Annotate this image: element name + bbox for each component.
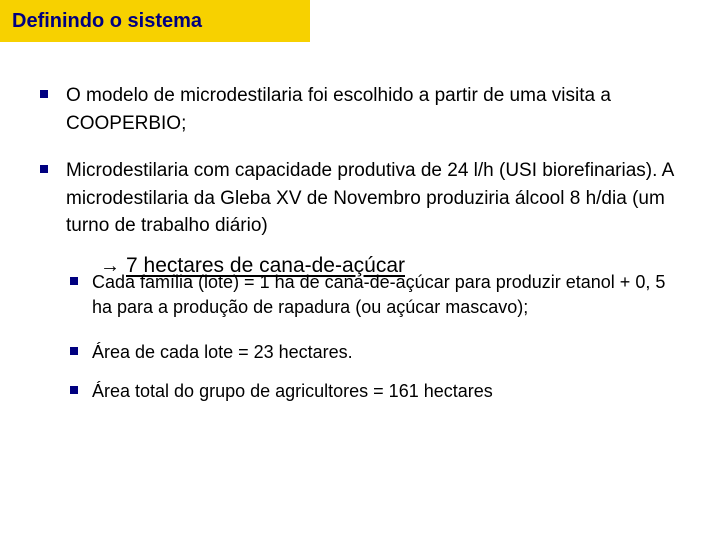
bullet-icon (70, 386, 78, 394)
bullet-text: Área total do grupo de agricultores = 16… (92, 379, 680, 404)
bullet-item: Área de cada lote = 23 hectares. (70, 340, 680, 365)
slide-title-bar: Definindo o sistema (0, 0, 310, 42)
slide-title: Definindo o sistema (12, 10, 202, 33)
bullet-icon (70, 277, 78, 285)
slide-content: O modelo de microdestilaria foi escolhid… (0, 42, 720, 404)
bullet-text: Área de cada lote = 23 hectares. (92, 340, 680, 365)
bullet-item: Área total do grupo de agricultores = 16… (70, 379, 680, 404)
bullet-icon (40, 90, 48, 98)
arrow-callout: → 7 hectares de cana-de-açúcar (100, 254, 680, 278)
arrow-text: 7 hectares de cana-de-açúcar (126, 254, 405, 278)
bullet-item: O modelo de microdestilaria foi escolhid… (40, 82, 680, 137)
arrow-icon: → (100, 255, 120, 278)
bullet-item: Microdestilaria com capacidade produtiva… (40, 157, 680, 240)
bullet-icon (70, 347, 78, 355)
bullet-text: O modelo de microdestilaria foi escolhid… (66, 82, 680, 137)
bullet-icon (40, 165, 48, 173)
bullet-text: Microdestilaria com capacidade produtiva… (66, 157, 680, 240)
bullet-group-b: Cada família (lote) = 1 ha de cana-de-aç… (40, 270, 680, 405)
